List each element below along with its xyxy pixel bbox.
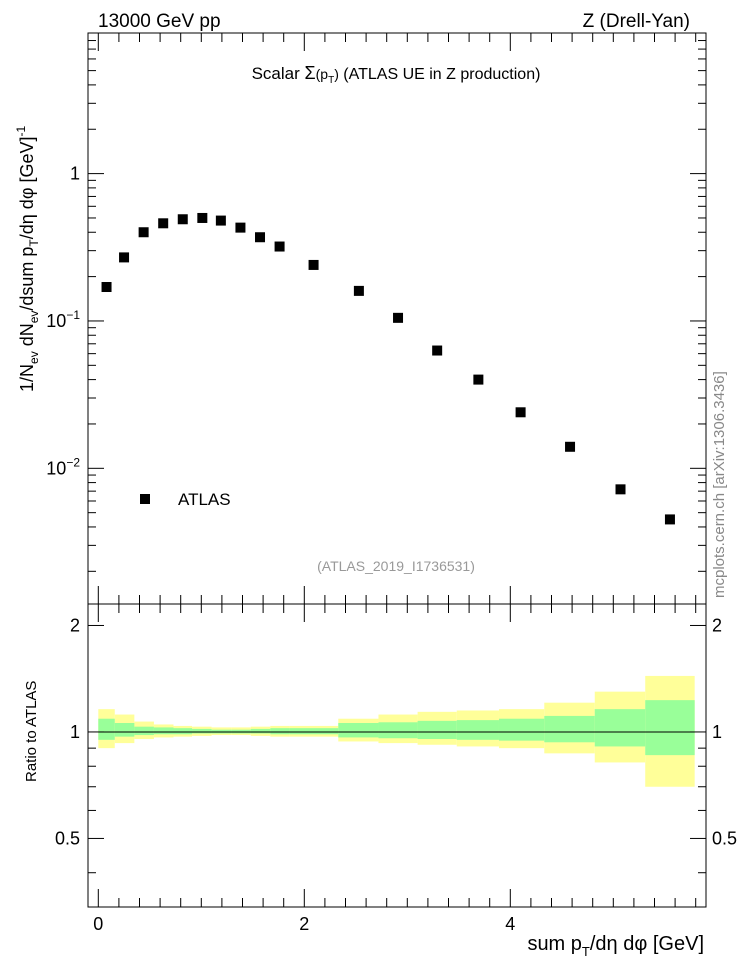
main-tick-label: 1 (70, 164, 80, 184)
legend-label: ATLAS (178, 490, 231, 509)
ratio-band-inner-bin (378, 722, 418, 739)
data-point (101, 282, 112, 293)
ratio-band-inner-bin (456, 720, 499, 740)
main-title-sigma: Σ (304, 63, 315, 83)
x-axis-label: sum pT/dη dφ [GeV] (527, 933, 704, 959)
y-axis-label-main: 1/Nev dNev/dsum pT/dη dφ [GeV]-1 (14, 125, 41, 392)
data-point (432, 345, 443, 356)
main-title: Scalar Σ(pT) (ATLAS UE in Z production) (252, 63, 541, 86)
legend-marker (140, 494, 150, 504)
data-point (235, 222, 246, 233)
ratio-minor-ticks (88, 624, 706, 874)
ylabel-sup: -1 (14, 125, 28, 136)
ratio-band-inner (98, 700, 695, 756)
main-title-arg-sub: T (328, 75, 334, 86)
data-point (158, 218, 169, 229)
data-point (615, 484, 626, 495)
main-tick-base: 10 (46, 311, 66, 331)
main-tick-exp: −1 (66, 308, 80, 322)
data-point (255, 232, 266, 243)
main-tick-base: 10 (46, 458, 66, 478)
ratio-band-inner-bin (98, 718, 115, 740)
ratio-band-inner-bin (114, 723, 135, 737)
ratio-band-inner-bin (594, 709, 646, 747)
data-point (215, 215, 226, 226)
ratio-band-inner-bin (153, 727, 174, 735)
ratio-band-inner-bin (498, 718, 545, 741)
ratio-band-inner-bin (289, 728, 339, 735)
x-tick-label: 2 (299, 914, 309, 934)
ratio-tick-label-right: 1 (712, 722, 722, 742)
ratio-band-inner-bin (645, 700, 695, 756)
ratio-band-inner-bin (134, 726, 154, 736)
header-left: 13000 GeV pp (98, 11, 221, 32)
main-title-prefix: Scalar (252, 64, 305, 83)
ratio-frame (87, 603, 707, 908)
ratio-tick-label-right: 2 (712, 615, 722, 635)
data-point (473, 374, 484, 385)
y-axis-label-ratio: Ratio to ATLAS (23, 681, 40, 782)
data-point (353, 285, 364, 296)
ylabel-part: dN (17, 323, 37, 351)
main-title-suffix: (ATLAS UE in Z production) (339, 66, 541, 83)
atlas-data-points (101, 212, 675, 525)
x-tick-label: 0 (93, 914, 103, 934)
ylabel-part: 1/N (17, 364, 37, 392)
main-tick-label: 10−1 (46, 308, 80, 331)
ratio-band-inner-bin (544, 715, 595, 743)
data-point (664, 514, 675, 525)
ratio-tick-label-left: 2 (70, 615, 80, 635)
header-right: Z (Drell-Yan) (583, 11, 690, 32)
data-point (565, 441, 576, 452)
data-point (138, 227, 149, 238)
ylabel-sub: T (27, 239, 41, 247)
main-minor-ticks (88, 32, 706, 572)
main-title-arg-open: (p (316, 66, 329, 82)
ylabel-sub: ev (27, 351, 41, 364)
ratio-tick-label-left: 0.5 (55, 828, 80, 848)
xlabel-sub: T (582, 944, 590, 959)
data-point (393, 312, 404, 323)
ratio-band-inner-bin (338, 723, 379, 738)
ratio-band-inner-bin (270, 728, 290, 735)
ratio-band-inner-bin (250, 728, 271, 734)
ratio-band-inner-bin (417, 720, 457, 740)
ratio-band-inner-bin (192, 728, 212, 734)
ylabel-part: /dsum p (17, 247, 37, 311)
main-title-arg-close: ) (334, 66, 339, 82)
ylabel-sub: ev (27, 311, 41, 324)
ratio-band-inner-bin (173, 728, 193, 735)
main-tick-exp: −2 (66, 455, 80, 469)
xlabel-part: /dη dφ [GeV] (590, 933, 704, 955)
data-point (274, 241, 285, 252)
x-axis-ticks (97, 33, 697, 907)
ratio-tick-label-right: 0.5 (712, 828, 737, 848)
xlabel-part: sum p (527, 933, 581, 955)
watermark: mcplots.cern.ch [arXiv:1306.3436] (711, 371, 728, 598)
data-point (119, 252, 130, 263)
ylabel-part: /dη dφ [GeV] (17, 136, 37, 239)
analysis-id: (ATLAS_2019_I1736531) (317, 558, 475, 574)
data-point (308, 259, 319, 270)
x-tick-label: 4 (505, 914, 515, 934)
data-point (515, 407, 526, 418)
data-point (177, 214, 188, 225)
main-tick-label: 10−2 (46, 455, 80, 478)
data-point (197, 212, 208, 223)
ratio-tick-label-left: 1 (70, 722, 80, 742)
